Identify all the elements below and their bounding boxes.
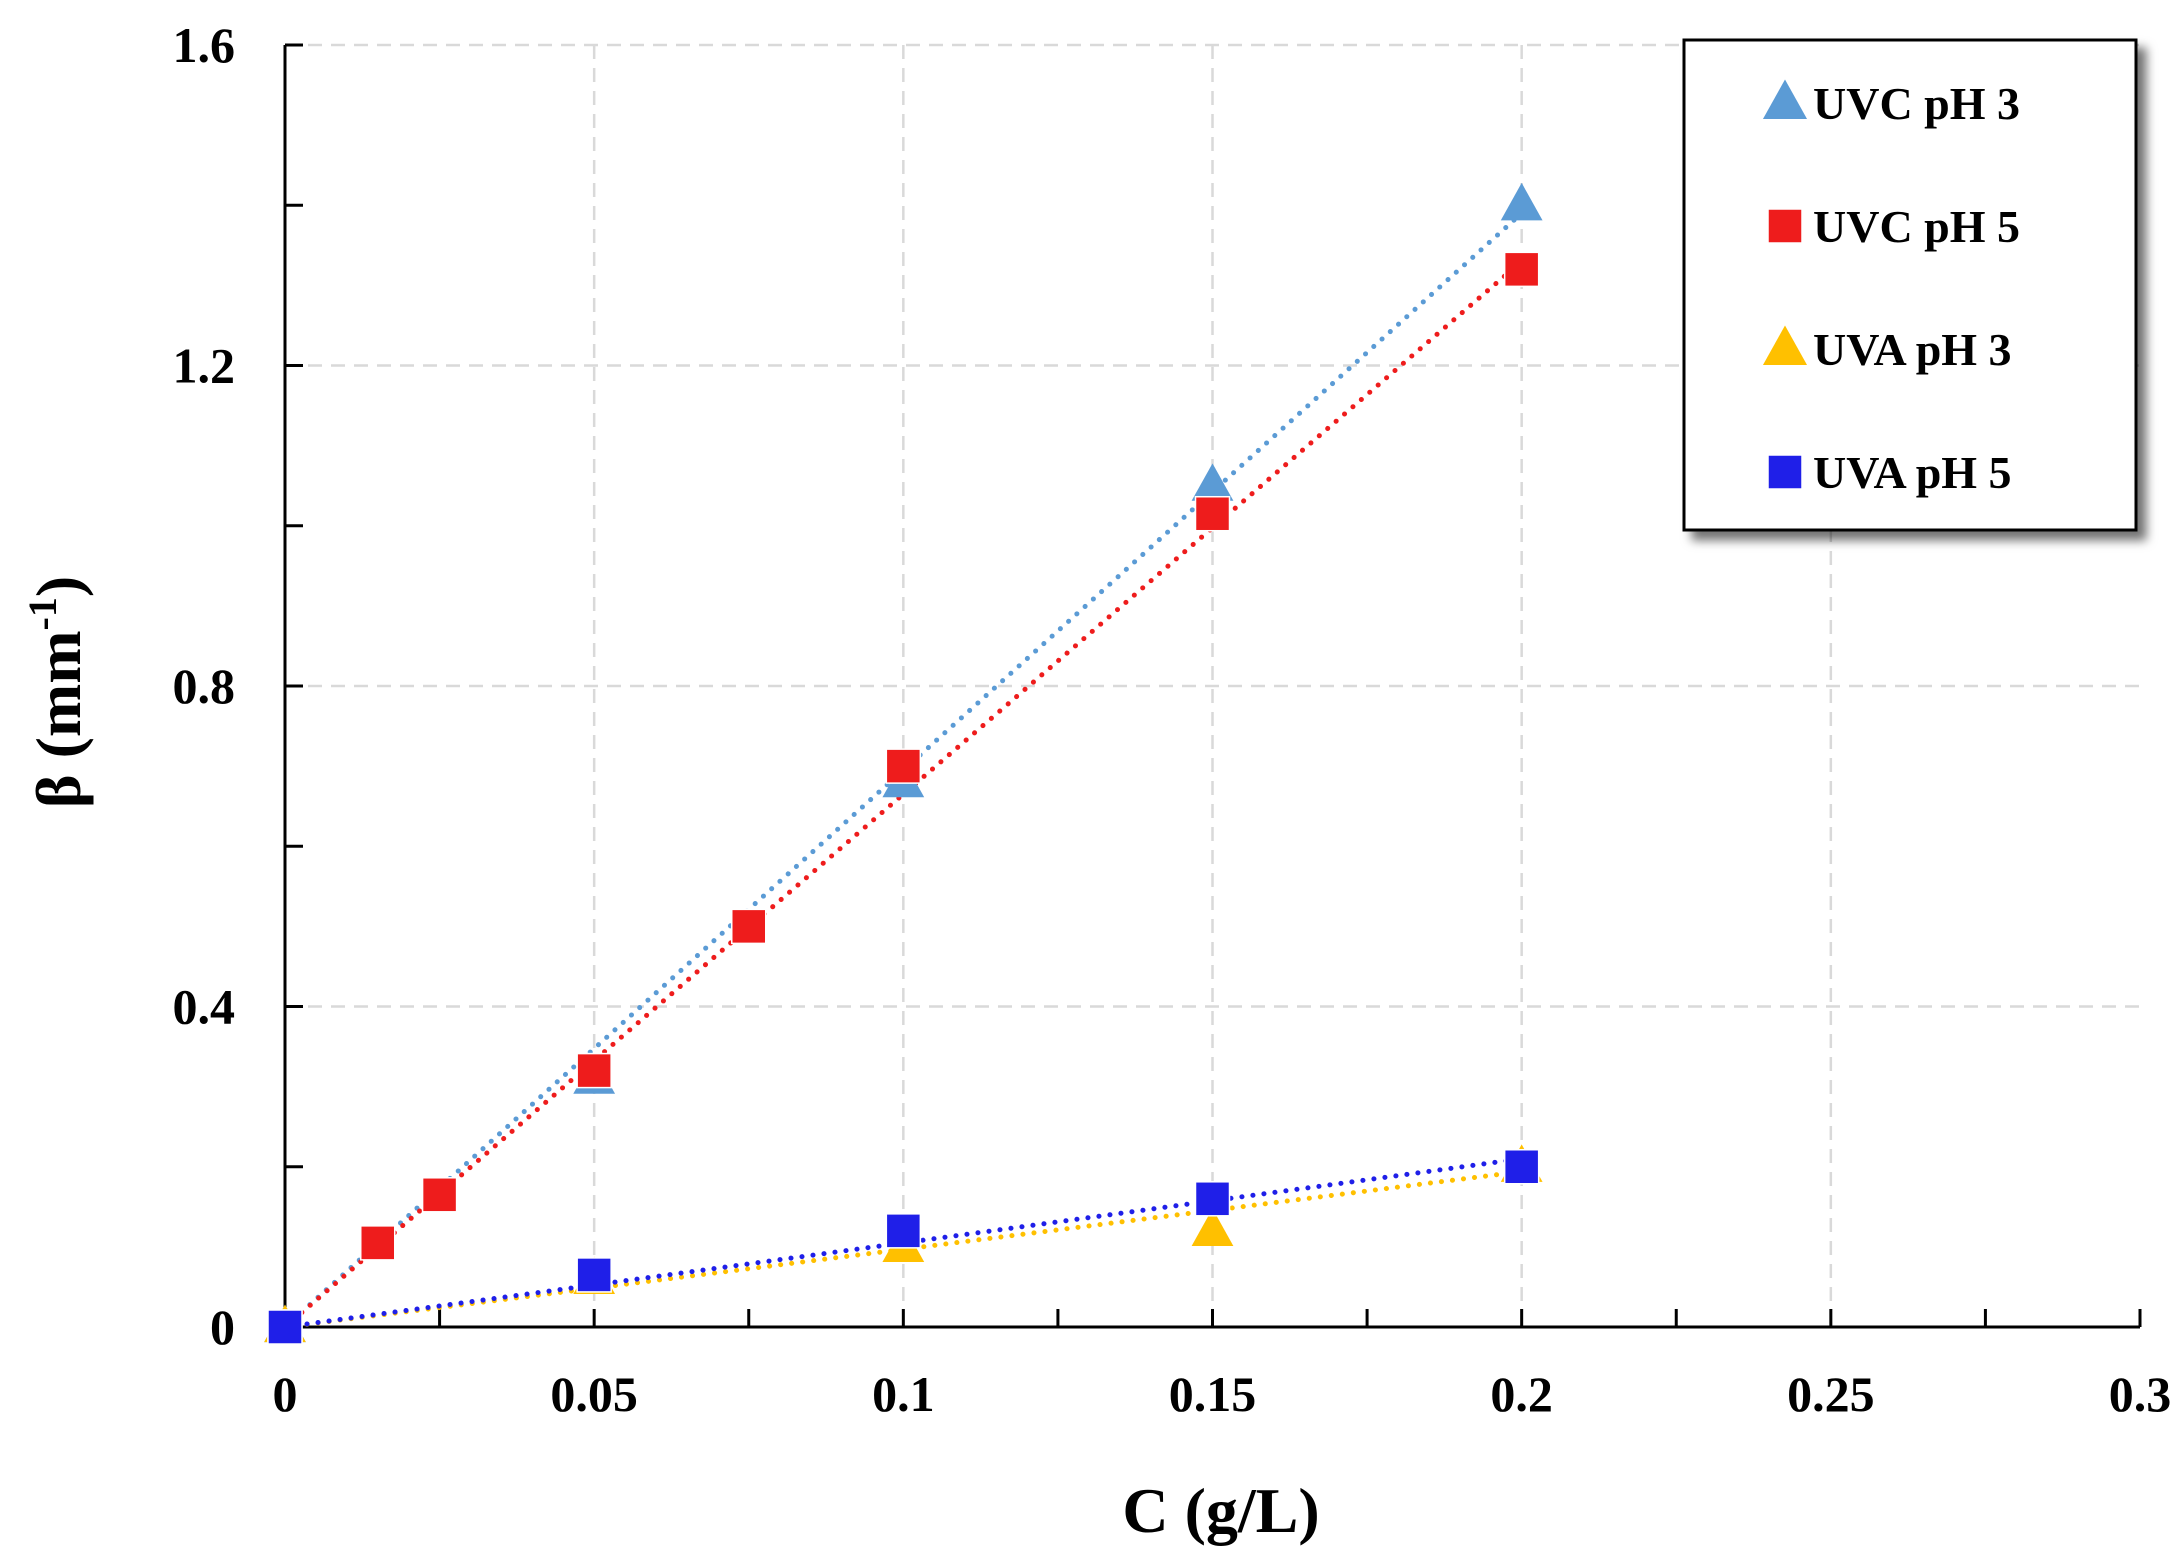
data-point <box>1191 1208 1234 1246</box>
data-point <box>576 1052 612 1089</box>
legend-label: UVA pH 5 <box>1813 447 2012 498</box>
x-tick-labels: 0 0.05 0.1 0.15 0.2 0.25 0.3 <box>273 1366 2172 1422</box>
x-tick-label: 0.2 <box>1490 1366 1553 1422</box>
data-point <box>731 908 767 945</box>
legend-marker <box>1762 79 1808 119</box>
y-tick-label: 0 <box>210 1299 235 1355</box>
y-axis-title-close: ) <box>23 576 94 597</box>
y-tick-label: 1.6 <box>173 17 236 73</box>
y-axis-title-superscript: -1 <box>20 597 65 630</box>
data-point <box>1194 1181 1231 1217</box>
y-tick-labels: 0 0.4 0.8 1.2 1.6 <box>173 17 236 1355</box>
data-point <box>1503 1149 1540 1185</box>
legend-label: UVC pH 3 <box>1813 78 2020 129</box>
data-point <box>1503 251 1540 288</box>
x-tick-label: 0.15 <box>1169 1366 1257 1422</box>
x-axis-title: C (g/L) <box>1122 1475 1319 1546</box>
legend: UVC pH 3 UVC pH 5 UVA pH 3 UVA pH 5 <box>1682 38 2138 532</box>
data-point <box>360 1225 396 1261</box>
y-tick-label: 0.4 <box>173 979 236 1035</box>
legend-item: UVC pH 5 <box>1767 201 2020 252</box>
y-axis-title: β (mm-1) <box>20 576 94 808</box>
y-axis-title-base: β (mm <box>23 630 94 808</box>
x-tick-label: 0.25 <box>1787 1366 1875 1422</box>
legend-marker <box>1762 325 1808 365</box>
x-tick-label: 0.1 <box>872 1366 935 1422</box>
legend-marker <box>1767 454 1803 490</box>
series-uva-ph-5 <box>267 1149 1540 1345</box>
data-point <box>576 1257 612 1293</box>
legend-label: UVC pH 5 <box>1813 201 2020 252</box>
x-tick-label: 0.05 <box>550 1366 638 1422</box>
data-markers <box>264 182 1543 1345</box>
legend-item: UVA pH 3 <box>1762 324 2012 375</box>
x-tick-label: 0 <box>273 1366 298 1422</box>
data-point <box>421 1177 458 1213</box>
legend-item: UVA pH 5 <box>1767 447 2012 498</box>
data-point <box>1194 495 1231 532</box>
y-tick-label: 0.8 <box>173 658 236 714</box>
x-tick-label: 0.3 <box>2109 1366 2172 1422</box>
legend-item: UVC pH 3 <box>1762 78 2020 129</box>
legend-marker <box>1767 208 1803 244</box>
data-point <box>1191 463 1234 501</box>
data-point <box>267 1309 303 1345</box>
legend-box <box>1682 38 2138 532</box>
data-point <box>885 1213 922 1249</box>
legend-label: UVA pH 3 <box>1813 324 2012 375</box>
data-point <box>885 748 922 784</box>
data-point <box>1500 182 1543 221</box>
y-tick-label: 1.2 <box>173 338 236 394</box>
